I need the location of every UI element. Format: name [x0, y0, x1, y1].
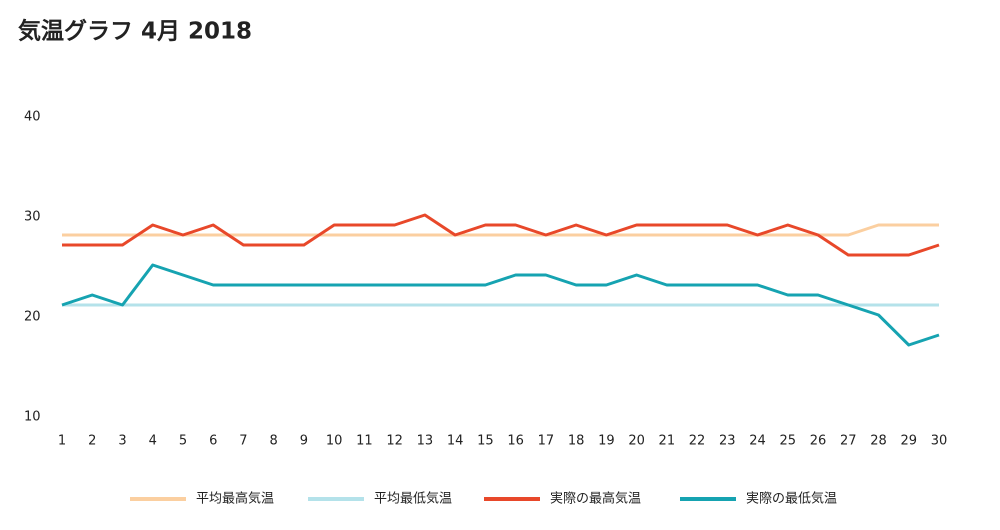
- x-tick-label: 3: [118, 434, 126, 449]
- x-tick-label: 8: [270, 434, 278, 449]
- y-tick-label: 40: [24, 110, 41, 125]
- legend-label: 平均最低気温: [374, 491, 452, 507]
- x-tick-label: 23: [719, 434, 736, 449]
- x-tick-label: 25: [780, 434, 797, 449]
- x-tick-label: 6: [209, 434, 217, 449]
- x-tick-label: 5: [179, 434, 187, 449]
- x-tick-label: 26: [810, 434, 827, 449]
- x-tick-label: 7: [239, 434, 247, 449]
- x-tick-label: 9: [300, 434, 308, 449]
- x-tick-label: 19: [598, 434, 615, 449]
- x-tick-label: 27: [840, 434, 857, 449]
- x-tick-label: 4: [149, 434, 157, 449]
- x-tick-label: 30: [931, 434, 948, 449]
- legend-label: 平均最高気温: [196, 491, 274, 507]
- x-tick-label: 15: [477, 434, 494, 449]
- x-tick-label: 11: [356, 434, 373, 449]
- chart-title: 気温グラフ 4月 2018: [18, 18, 252, 45]
- series-line: [62, 223, 939, 237]
- x-tick-label: 28: [870, 434, 887, 449]
- x-tick-label: 10: [326, 434, 343, 449]
- y-tick-label: 10: [24, 410, 41, 425]
- legend-label: 実際の最低気温: [746, 491, 837, 507]
- x-tick-label: 17: [538, 434, 555, 449]
- x-tick-label: 18: [568, 434, 585, 449]
- x-tick-label: 21: [659, 434, 676, 449]
- series-line: [62, 213, 940, 257]
- x-tick-label: 22: [689, 434, 706, 449]
- x-tick-label: 29: [900, 434, 917, 449]
- x-tick-label: 16: [507, 434, 524, 449]
- x-tick-label: 24: [749, 434, 766, 449]
- x-tick-label: 2: [88, 434, 96, 449]
- y-tick-label: 30: [24, 210, 41, 225]
- x-tick-label: 13: [417, 434, 434, 449]
- legend-label: 実際の最高気温: [550, 491, 641, 507]
- x-tick-label: 20: [628, 434, 645, 449]
- series-line: [61, 263, 940, 347]
- y-tick-label: 20: [24, 310, 41, 325]
- x-tick-label: 14: [447, 434, 464, 449]
- x-tick-label: 1: [58, 434, 66, 449]
- x-tick-label: 12: [386, 434, 403, 449]
